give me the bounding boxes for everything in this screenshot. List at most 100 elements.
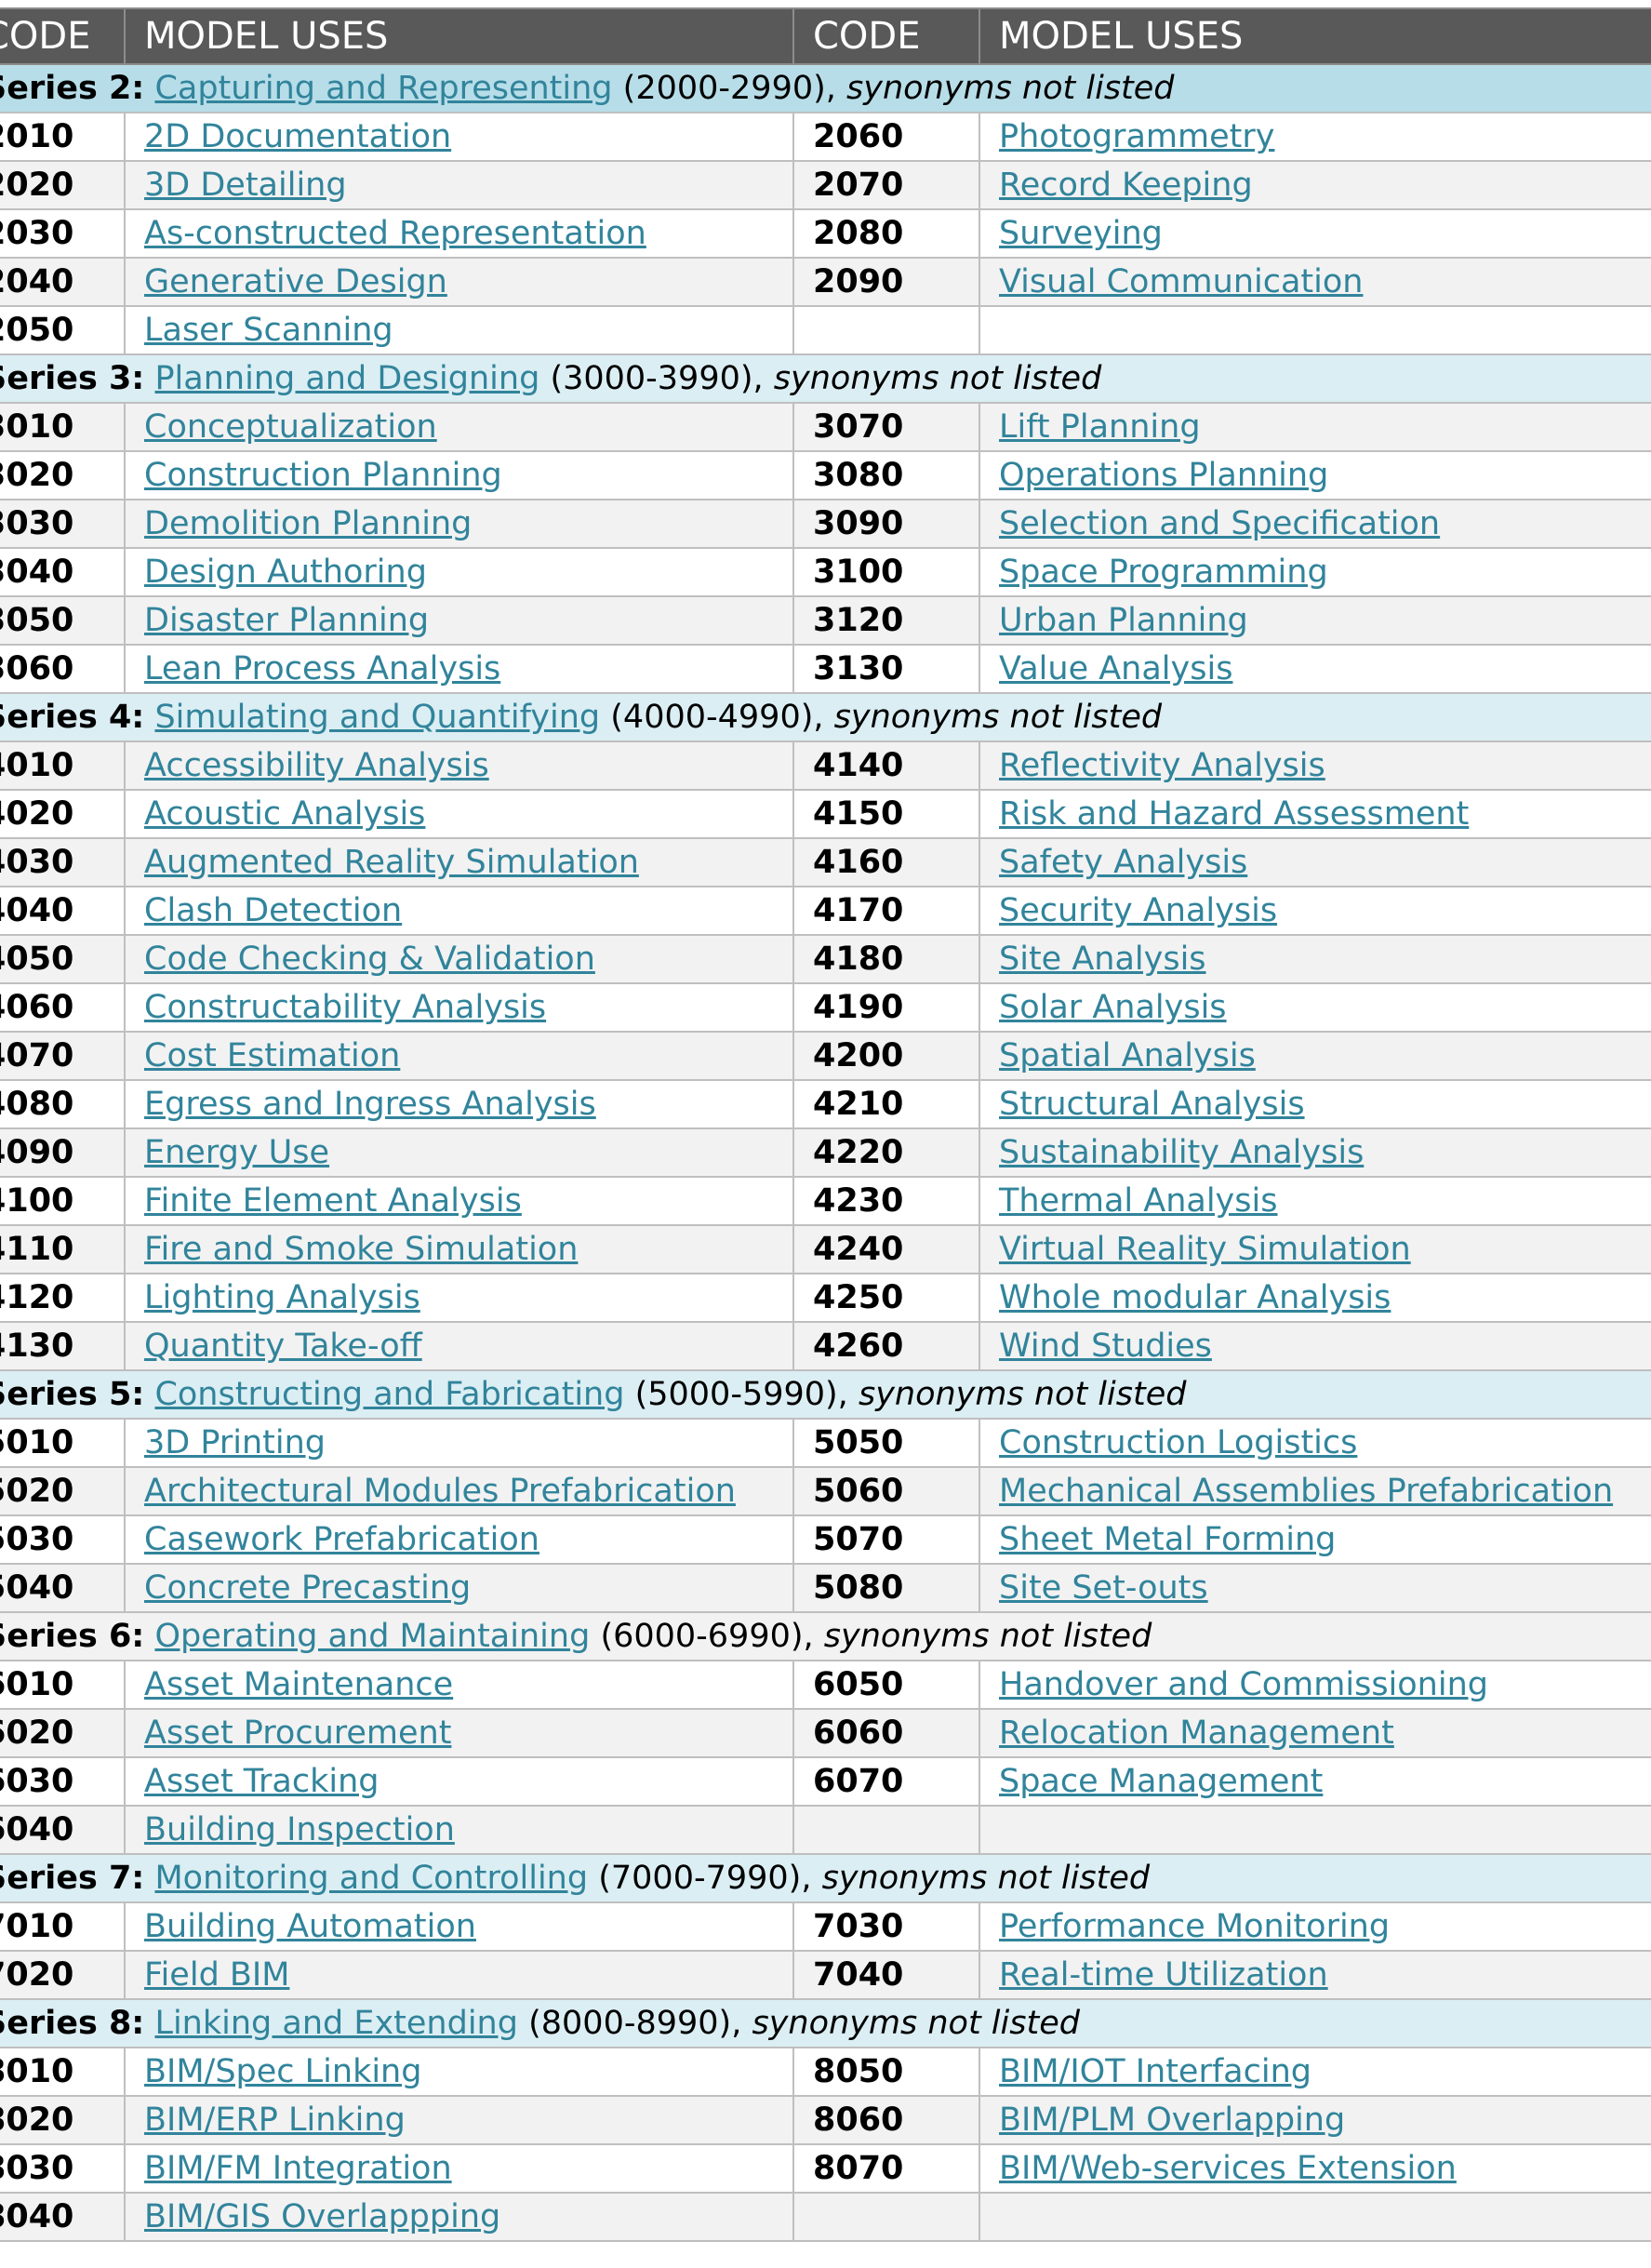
series-title-link[interactable]: Simulating and Quantifying bbox=[154, 699, 601, 736]
use-cell: BIM/FM Integration bbox=[124, 2143, 794, 2194]
model-use-link[interactable]: Safety Analysis bbox=[999, 844, 1248, 881]
model-use-link[interactable]: Whole modular Analysis bbox=[999, 1279, 1391, 1316]
series-note: synonyms not listed bbox=[773, 360, 1102, 397]
code: 3120 bbox=[813, 602, 904, 639]
model-use-link[interactable]: Asset Procurement bbox=[144, 1714, 452, 1752]
series-title-link[interactable]: Capturing and Representing bbox=[154, 70, 613, 107]
model-use-link[interactable]: Visual Communication bbox=[999, 263, 1364, 300]
model-use-link[interactable]: BIM/IOT Interfacing bbox=[999, 2053, 1311, 2090]
model-use-link[interactable]: Laser Scanning bbox=[144, 312, 393, 349]
model-use-link[interactable]: Security Analysis bbox=[999, 892, 1278, 929]
model-use-link[interactable]: Sustainability Analysis bbox=[999, 1134, 1365, 1171]
model-use-link[interactable]: Relocation Management bbox=[999, 1714, 1394, 1752]
model-use-link[interactable]: Concrete Precasting bbox=[144, 1569, 472, 1607]
code: 3010 bbox=[0, 408, 74, 446]
model-use-link[interactable]: Space Management bbox=[999, 1763, 1324, 1800]
model-use-link[interactable]: Construction Logistics bbox=[999, 1424, 1358, 1461]
model-use-link[interactable]: Reflectivity Analysis bbox=[999, 747, 1325, 784]
code: 4010 bbox=[0, 747, 74, 784]
model-use-link[interactable]: Urban Planning bbox=[999, 602, 1248, 639]
model-use-link[interactable]: Surveying bbox=[999, 215, 1163, 252]
data-row: 5020 Architectural Modules Prefabrication… bbox=[0, 1466, 1651, 1516]
model-use-link[interactable]: Augmented Reality Simulation bbox=[144, 844, 639, 881]
model-use-link[interactable]: Record Keeping bbox=[999, 167, 1253, 204]
model-use-link[interactable]: Spatial Analysis bbox=[999, 1037, 1256, 1074]
model-use-link[interactable]: Building Automation bbox=[144, 1908, 476, 1945]
model-use-link[interactable]: Mechanical Assemblies Prefabrication bbox=[999, 1473, 1614, 1510]
series-title-link[interactable]: Constructing and Fabricating bbox=[154, 1376, 625, 1413]
code-cell: 4060 bbox=[0, 982, 126, 1033]
code: 5040 bbox=[0, 1569, 74, 1607]
model-use-link[interactable]: Real-time Utilization bbox=[999, 1956, 1328, 1994]
model-use-link[interactable]: Finite Element Analysis bbox=[144, 1182, 522, 1220]
model-use-link[interactable]: Clash Detection bbox=[144, 892, 403, 929]
model-use-link[interactable]: Lift Planning bbox=[999, 408, 1201, 446]
model-use-link[interactable]: Site Analysis bbox=[999, 941, 1206, 978]
model-use-link[interactable]: Generative Design bbox=[144, 263, 447, 300]
code-cell: 6050 bbox=[792, 1660, 980, 1710]
model-use-link[interactable]: Cost Estimation bbox=[144, 1037, 401, 1074]
model-use-link[interactable]: 3D Detailing bbox=[144, 167, 347, 204]
model-use-link[interactable]: Space Programming bbox=[999, 554, 1328, 591]
model-use-link[interactable]: Code Checking & Validation bbox=[144, 941, 595, 978]
model-use-link[interactable]: Lighting Analysis bbox=[144, 1279, 420, 1316]
model-use-link[interactable]: Performance Monitoring bbox=[999, 1908, 1391, 1945]
use-cell: Construction Logistics bbox=[979, 1418, 1651, 1468]
model-use-link[interactable]: Asset Tracking bbox=[144, 1763, 379, 1800]
model-use-link[interactable]: Lean Process Analysis bbox=[144, 650, 501, 687]
code-cell: 8060 bbox=[792, 2095, 980, 2145]
series-title-link[interactable]: Operating and Maintaining bbox=[154, 1618, 591, 1655]
model-use-link[interactable]: Quantity Take-off bbox=[144, 1327, 422, 1365]
model-use-link[interactable]: Selection and Specification bbox=[999, 505, 1441, 542]
model-use-link[interactable]: Design Authoring bbox=[144, 554, 427, 591]
model-use-link[interactable]: Conceptualization bbox=[144, 408, 437, 446]
model-use-link[interactable]: Wind Studies bbox=[999, 1327, 1212, 1365]
model-use-link[interactable]: Casework Prefabrication bbox=[144, 1521, 539, 1558]
model-use-link[interactable]: BIM/PLM Overlapping bbox=[999, 2101, 1346, 2139]
model-use-link[interactable]: Asset Maintenance bbox=[144, 1666, 454, 1703]
model-use-link[interactable]: BIM/Web-services Extension bbox=[999, 2150, 1457, 2187]
model-use-link[interactable]: Photogrammetry bbox=[999, 118, 1275, 155]
model-use-link[interactable]: Accessibility Analysis bbox=[144, 747, 489, 784]
model-use-link[interactable]: Constructability Analysis bbox=[144, 989, 547, 1026]
model-use-link[interactable]: 3D Printing bbox=[144, 1424, 326, 1461]
model-use-link[interactable]: Egress and Ingress Analysis bbox=[144, 1086, 596, 1123]
series-title-link[interactable]: Monitoring and Controlling bbox=[154, 1860, 589, 1897]
code: 4200 bbox=[813, 1037, 904, 1074]
code: 4250 bbox=[813, 1279, 904, 1316]
model-use-link[interactable]: Solar Analysis bbox=[999, 989, 1227, 1026]
model-use-link[interactable]: BIM/ERP Linking bbox=[144, 2101, 406, 2139]
model-use-link[interactable]: Fire and Smoke Simulation bbox=[144, 1231, 579, 1268]
model-use-link[interactable]: As-constructed Representation bbox=[144, 215, 646, 252]
model-use-link[interactable]: Sheet Metal Forming bbox=[999, 1521, 1337, 1558]
model-use-link[interactable]: Operations Planning bbox=[999, 457, 1329, 494]
code-cell: 7040 bbox=[792, 1950, 980, 2000]
model-use-link[interactable]: Value Analysis bbox=[999, 650, 1233, 687]
model-use-link[interactable]: Risk and Hazard Assessment bbox=[999, 795, 1470, 833]
model-use-link[interactable]: Construction Planning bbox=[144, 457, 502, 494]
use-cell: 2D Documentation bbox=[124, 112, 794, 162]
series-range: (7000-7990), bbox=[598, 1860, 812, 1897]
model-use-link[interactable]: Disaster Planning bbox=[144, 602, 430, 639]
model-use-link[interactable]: Structural Analysis bbox=[999, 1086, 1305, 1123]
model-use-link[interactable]: Field BIM bbox=[144, 1956, 290, 1994]
code: 6050 bbox=[813, 1666, 904, 1703]
code: 3030 bbox=[0, 505, 74, 542]
model-use-link[interactable]: Site Set-outs bbox=[999, 1569, 1208, 1607]
model-use-link[interactable]: BIM/FM Integration bbox=[144, 2150, 452, 2187]
data-row: 7010 Building Automation 7030 Performance M… bbox=[0, 1901, 1651, 1952]
model-use-link[interactable]: Architectural Modules Prefabrication bbox=[144, 1473, 736, 1510]
series-title-link[interactable]: Linking and Extending bbox=[154, 2005, 518, 2042]
model-use-link[interactable]: Virtual Reality Simulation bbox=[999, 1231, 1411, 1268]
model-use-link[interactable]: Handover and Commissioning bbox=[999, 1666, 1488, 1703]
model-use-link[interactable]: BIM/Spec Linking bbox=[144, 2053, 422, 2090]
model-use-link[interactable]: Acoustic Analysis bbox=[144, 795, 426, 833]
model-use-link[interactable]: 2D Documentation bbox=[144, 118, 452, 155]
use-cell: Lighting Analysis bbox=[124, 1273, 794, 1323]
model-use-link[interactable]: Demolition Planning bbox=[144, 505, 473, 542]
series-title-link[interactable]: Planning and Designing bbox=[154, 360, 540, 397]
model-use-link[interactable]: BIM/GIS Overlappping bbox=[144, 2198, 501, 2235]
model-use-link[interactable]: Building Inspection bbox=[144, 1811, 455, 1848]
model-use-link[interactable]: Thermal Analysis bbox=[999, 1182, 1278, 1220]
model-use-link[interactable]: Energy Use bbox=[144, 1134, 330, 1171]
